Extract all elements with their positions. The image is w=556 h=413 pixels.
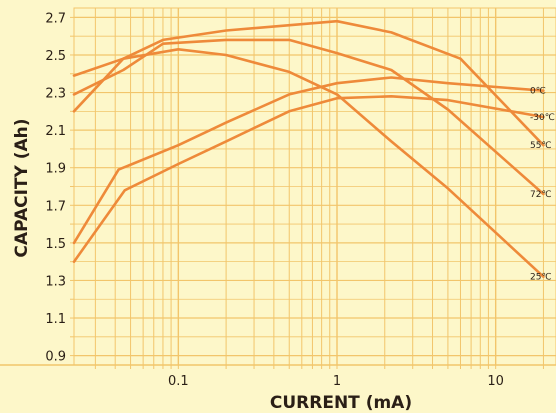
- series-layer: [72, 19, 545, 279]
- x-axis-title: CURRENT (mA): [270, 393, 412, 413]
- x-tick-label: 1: [333, 374, 341, 389]
- y-tick-label: 2.7: [45, 11, 66, 26]
- series-line-3: [72, 47, 545, 279]
- y-tick-label: 2.1: [45, 124, 66, 139]
- y-axis-title: CAPACITY (Ah): [12, 118, 32, 257]
- y-tick-label: 1.9: [45, 162, 66, 177]
- y-tick-label: 1.5: [45, 237, 66, 252]
- x-tick-label: 0.1: [168, 374, 189, 389]
- y-tick-label: 0.9: [45, 350, 66, 365]
- series-line-1: [72, 19, 545, 147]
- series-line-5: [72, 95, 545, 264]
- series-line-2: [72, 38, 545, 196]
- y-tick-label: 1.1: [45, 312, 66, 327]
- y-tick-label: 2.5: [45, 49, 66, 64]
- y-tick-label: 1.7: [45, 199, 66, 214]
- y-tick-label: 2.3: [45, 87, 66, 102]
- ticks-layer: 0.9 1.1 1.3 1.5 1.7 1.9 2.1 2.3 2.5 2.7 0.1 1 10: [45, 11, 504, 389]
- x-tick-label: 10: [487, 374, 504, 389]
- grid-layer: [0, 7, 556, 369]
- series-line-4: [72, 76, 545, 245]
- series-label-3: 25℃: [530, 273, 552, 283]
- series-label-5: -30℃: [530, 113, 555, 123]
- series-label-1: 55℃: [530, 141, 552, 151]
- y-tick-label: 1.3: [45, 274, 66, 289]
- series-label-4: 0℃: [530, 87, 546, 97]
- series-label-2: 72℃: [530, 190, 552, 200]
- series-labels-layer: 55℃ 72℃ 25℃ 0℃ -30℃: [530, 87, 555, 283]
